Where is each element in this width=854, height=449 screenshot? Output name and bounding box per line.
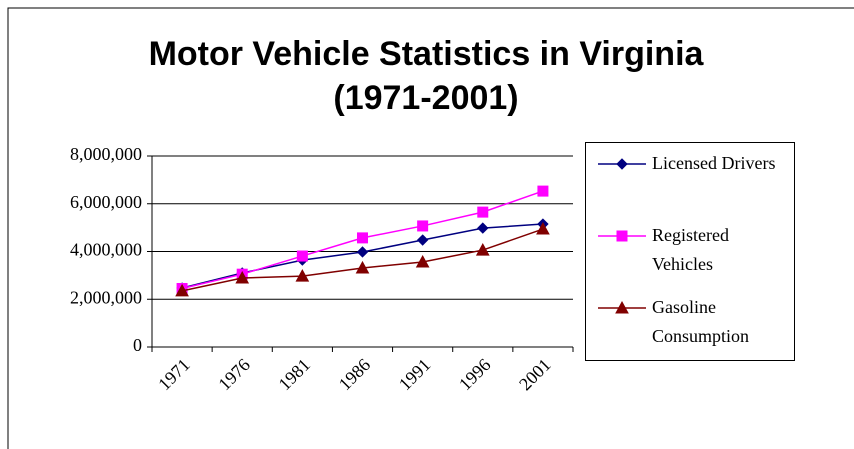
x-tick-label: 1976 bbox=[214, 355, 254, 395]
y-tick-label: 0 bbox=[133, 335, 142, 355]
marker bbox=[356, 246, 369, 258]
marker bbox=[355, 260, 370, 274]
x-tick-label: 1986 bbox=[335, 355, 375, 395]
marker bbox=[295, 269, 310, 282]
y-tick-label: 4,000,000 bbox=[70, 240, 142, 260]
legend-label: Licensed Drivers bbox=[652, 153, 776, 173]
marker bbox=[537, 185, 549, 197]
marker bbox=[415, 254, 430, 268]
y-tick-label: 6,000,000 bbox=[70, 192, 142, 212]
marker bbox=[416, 234, 429, 246]
x-tick-label: 1996 bbox=[455, 355, 495, 395]
marker bbox=[477, 222, 489, 234]
marker bbox=[616, 230, 628, 242]
x-tick-label: 2001 bbox=[515, 355, 555, 395]
legend-entry: Licensed Drivers bbox=[594, 149, 794, 209]
legend-entry: Gasoline Consumption bbox=[594, 293, 794, 353]
y-tick-label: 8,000,000 bbox=[70, 144, 142, 164]
chart-frame bbox=[7, 7, 854, 449]
legend-symbol bbox=[598, 158, 646, 170]
legend-symbol bbox=[598, 300, 646, 314]
marker bbox=[296, 250, 308, 262]
x-tick-label: 1991 bbox=[395, 355, 435, 395]
x-tick-label: 1971 bbox=[154, 355, 194, 395]
legend-symbol bbox=[598, 230, 646, 242]
marker bbox=[357, 232, 368, 244]
legend: Licensed Drivers Registered Vehicles Gasol… bbox=[585, 142, 795, 361]
marker bbox=[616, 158, 628, 170]
marker bbox=[235, 270, 250, 284]
x-tick-label: 1981 bbox=[275, 355, 315, 395]
marker bbox=[175, 283, 189, 297]
y-tick-label: 2,000,000 bbox=[70, 287, 142, 307]
marker bbox=[615, 300, 629, 314]
marker bbox=[536, 222, 550, 235]
legend-label: Gasoline Consumption bbox=[652, 297, 750, 346]
marker bbox=[475, 243, 490, 256]
marker bbox=[477, 206, 489, 218]
legend-entry: Registered Vehicles bbox=[594, 221, 794, 281]
chart-title: Motor Vehicle Statistics in Virginia (19… bbox=[148, 35, 704, 117]
legend-label: Registered Vehicles bbox=[652, 225, 729, 274]
marker bbox=[417, 220, 429, 232]
